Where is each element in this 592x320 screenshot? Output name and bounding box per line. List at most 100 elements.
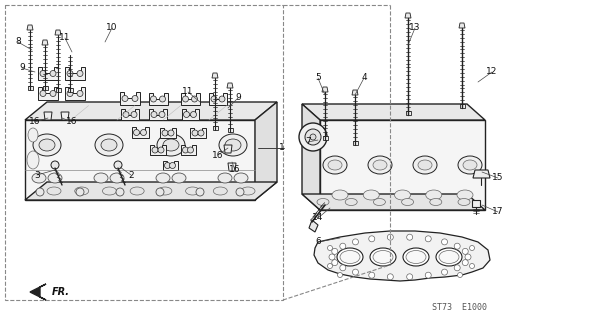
Polygon shape [352,141,358,145]
Ellipse shape [172,173,186,183]
Ellipse shape [328,160,342,170]
Polygon shape [181,145,195,155]
Polygon shape [228,163,236,171]
Ellipse shape [47,187,61,195]
Circle shape [123,111,129,117]
Ellipse shape [241,187,255,195]
Ellipse shape [185,187,200,195]
Circle shape [156,188,164,196]
Polygon shape [43,86,47,90]
Circle shape [51,161,59,169]
Ellipse shape [323,156,347,174]
Circle shape [151,111,157,117]
Circle shape [369,272,375,278]
Circle shape [219,96,225,102]
Text: 9: 9 [19,63,25,73]
Circle shape [196,188,204,196]
Ellipse shape [403,248,429,266]
Ellipse shape [110,173,124,183]
Polygon shape [38,87,58,100]
Circle shape [387,274,393,280]
Circle shape [442,239,448,245]
Circle shape [116,188,124,196]
Polygon shape [212,73,218,78]
Text: 2: 2 [128,171,134,180]
Polygon shape [352,90,358,95]
Text: 5: 5 [315,74,321,83]
Circle shape [77,91,83,97]
Text: 6: 6 [315,237,321,246]
Circle shape [159,96,166,102]
Circle shape [387,234,393,240]
Polygon shape [65,67,85,80]
Ellipse shape [225,139,241,151]
Circle shape [67,70,73,76]
Ellipse shape [28,128,38,142]
Circle shape [67,91,73,97]
Ellipse shape [337,248,363,266]
Ellipse shape [457,190,473,200]
Ellipse shape [374,198,385,205]
Polygon shape [309,220,318,232]
Polygon shape [150,145,166,155]
Text: 14: 14 [313,213,324,222]
Polygon shape [25,182,277,200]
Circle shape [425,272,431,278]
Circle shape [159,111,165,117]
Circle shape [332,260,338,266]
Ellipse shape [33,134,61,156]
Circle shape [50,70,56,76]
Ellipse shape [158,187,172,195]
Ellipse shape [95,134,123,156]
Circle shape [132,95,138,101]
Polygon shape [227,83,233,88]
Ellipse shape [439,251,459,263]
Polygon shape [181,93,200,105]
Ellipse shape [317,198,329,205]
Ellipse shape [426,190,442,200]
Polygon shape [459,23,465,28]
Ellipse shape [413,156,437,174]
Polygon shape [472,200,480,207]
Circle shape [76,188,84,196]
Ellipse shape [48,173,62,183]
Polygon shape [162,161,178,170]
Circle shape [192,130,198,136]
Polygon shape [149,93,168,105]
Ellipse shape [373,160,387,170]
Text: 12: 12 [486,68,498,76]
Circle shape [454,265,460,271]
Circle shape [340,265,346,271]
Text: 16: 16 [29,117,41,126]
Text: 3: 3 [34,171,40,180]
Polygon shape [473,170,490,178]
Circle shape [169,163,175,169]
Text: 17: 17 [493,207,504,217]
Polygon shape [320,120,485,210]
Circle shape [369,236,375,242]
Text: 15: 15 [493,173,504,182]
Circle shape [182,147,188,153]
Ellipse shape [156,173,170,183]
Circle shape [131,111,137,117]
Ellipse shape [94,173,108,183]
Polygon shape [459,104,465,108]
Polygon shape [190,128,206,138]
Ellipse shape [102,187,117,195]
Ellipse shape [75,187,89,195]
Ellipse shape [406,251,426,263]
Polygon shape [302,194,485,210]
Circle shape [182,96,188,102]
Circle shape [305,129,321,145]
Circle shape [152,147,158,153]
Ellipse shape [219,134,247,156]
Text: 4: 4 [361,74,367,83]
Polygon shape [182,109,198,120]
Circle shape [36,188,44,196]
Circle shape [184,111,189,117]
Ellipse shape [430,198,442,205]
Polygon shape [302,104,485,120]
Circle shape [158,147,164,153]
Circle shape [165,163,170,169]
Polygon shape [30,284,46,300]
